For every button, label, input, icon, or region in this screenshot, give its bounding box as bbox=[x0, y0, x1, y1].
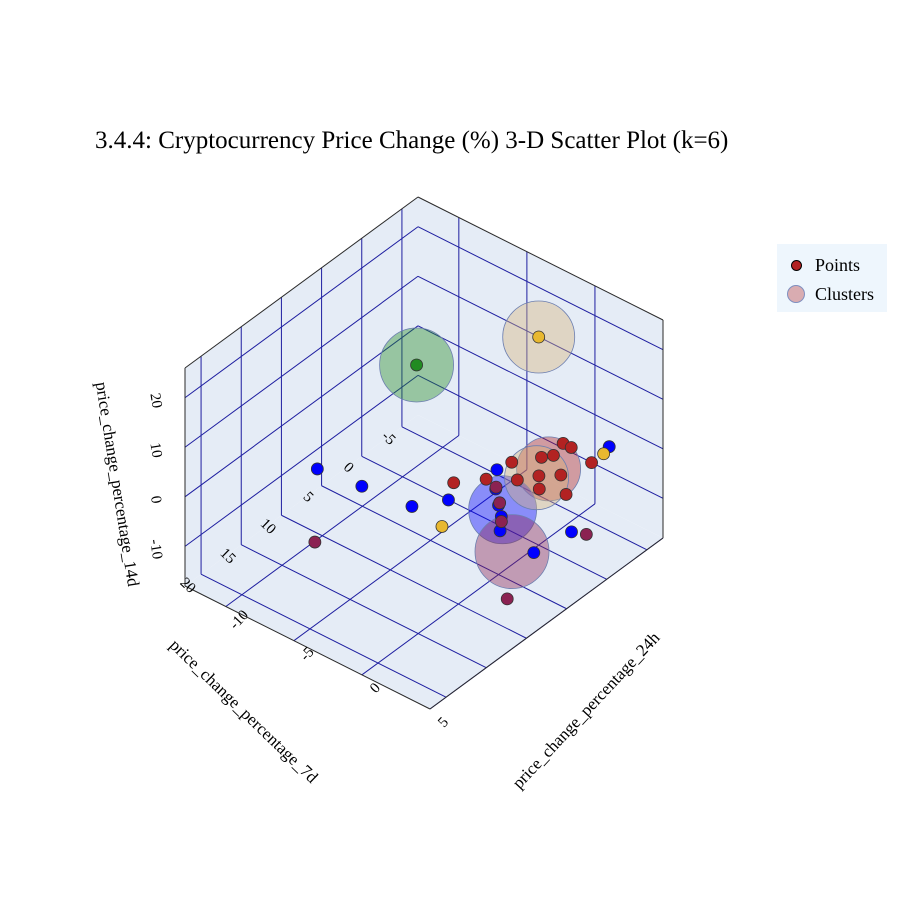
grid-line-z-right bbox=[417, 226, 664, 351]
data-point bbox=[579, 527, 593, 541]
data-point bbox=[493, 496, 507, 510]
grid-line-x-floor bbox=[225, 435, 460, 607]
data-point bbox=[490, 463, 504, 477]
legend[interactable]: Points Clusters bbox=[777, 244, 887, 312]
data-point bbox=[554, 468, 568, 482]
data-point bbox=[447, 476, 461, 490]
cluster-center bbox=[516, 436, 582, 502]
box-edge bbox=[417, 196, 664, 321]
data-point bbox=[505, 455, 519, 469]
grid-line-z-left bbox=[184, 226, 419, 399]
grid-line-y-floor bbox=[241, 544, 487, 669]
data-point bbox=[547, 448, 560, 462]
data-point bbox=[527, 546, 541, 560]
data-point bbox=[532, 330, 546, 344]
z-axis-label: price_change_percentage_14d bbox=[92, 381, 143, 589]
legend-label-points: Points bbox=[815, 254, 861, 275]
data-point bbox=[535, 450, 548, 464]
grid-line-z-left bbox=[184, 325, 419, 498]
data-point bbox=[565, 525, 578, 539]
grid-line-y-floor bbox=[361, 455, 607, 580]
grid-line-z-left bbox=[184, 275, 419, 448]
data-point bbox=[585, 456, 598, 470]
data-point bbox=[597, 447, 611, 461]
box-edge bbox=[184, 585, 431, 710]
data-point bbox=[355, 479, 369, 493]
z-tick-label: 0 bbox=[147, 495, 164, 505]
y-axis-label: price_change_percentage_7d bbox=[166, 635, 322, 787]
legend-item-clusters[interactable]: Clusters bbox=[777, 282, 874, 306]
data-point bbox=[308, 535, 322, 549]
grid-line-y-floor bbox=[281, 514, 527, 639]
cluster-center bbox=[474, 514, 550, 590]
x-tick-label: 5 bbox=[435, 714, 452, 730]
data-point bbox=[442, 493, 455, 507]
data-point bbox=[532, 482, 546, 496]
legend-label-clusters: Clusters bbox=[815, 283, 875, 304]
data-point bbox=[479, 472, 493, 486]
z-tick-label: 20 bbox=[146, 392, 164, 409]
data-point bbox=[559, 488, 573, 501]
x-axis-label: price_change_percentage_24h bbox=[509, 628, 664, 793]
back-left-plane bbox=[185, 197, 418, 586]
data-point bbox=[435, 520, 449, 533]
z-tick-label: 10 bbox=[146, 442, 164, 459]
data-point bbox=[405, 500, 419, 513]
grid-line-x-floor bbox=[361, 503, 596, 676]
grid-line-z-right bbox=[417, 325, 664, 450]
grid-line-z-left bbox=[184, 374, 419, 547]
legend-item-points[interactable]: Points bbox=[777, 253, 860, 277]
data-point bbox=[564, 441, 578, 454]
box-edge bbox=[429, 537, 664, 710]
box-edge bbox=[184, 196, 419, 369]
data-point bbox=[510, 473, 524, 487]
grid-line-y-floor bbox=[200, 573, 447, 698]
data-point bbox=[532, 469, 546, 483]
grid-line-y-floor bbox=[401, 426, 648, 551]
data-point bbox=[310, 462, 324, 476]
data-point bbox=[494, 515, 508, 528]
legend-marker-clusters bbox=[787, 285, 805, 303]
data-point bbox=[500, 592, 514, 606]
grid-line-y-floor bbox=[321, 485, 567, 610]
data-point bbox=[489, 480, 503, 494]
legend-marker-points bbox=[791, 259, 802, 271]
data-point bbox=[410, 358, 423, 372]
chart-title: 3.4.4: Cryptocurrency Price Change (%) 3… bbox=[95, 127, 729, 154]
grid-line-x-floor bbox=[293, 469, 528, 642]
z-tick-label: -10 bbox=[146, 538, 165, 560]
grid-line-z-right bbox=[417, 374, 664, 499]
